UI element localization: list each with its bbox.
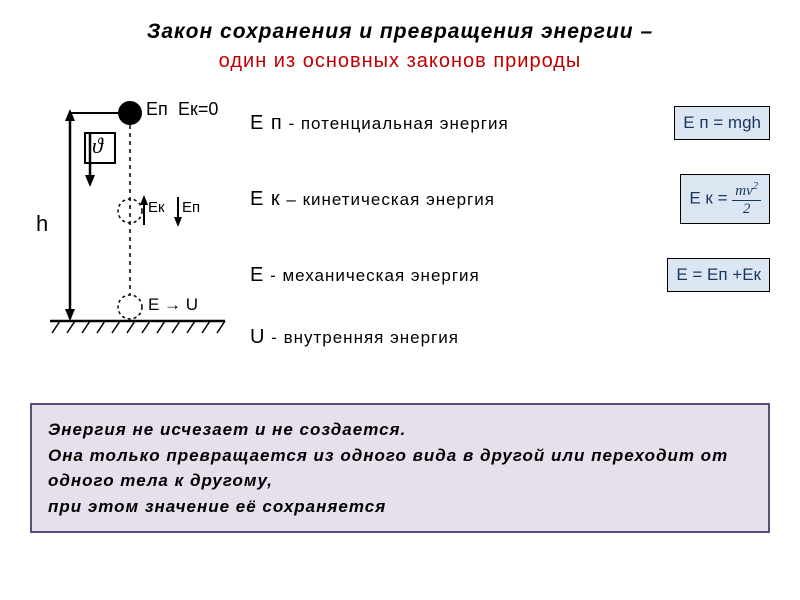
formula-mechanical: Е = Еп +Ек: [667, 258, 770, 292]
frac-num: mv: [735, 183, 753, 199]
def-dash: -: [283, 114, 301, 133]
def-text: U - внутренняя энергия: [250, 326, 770, 349]
formula-value: mgh: [728, 113, 761, 132]
frac-den: 2: [732, 201, 761, 218]
def-text: Е п - потенциальная энергия: [250, 112, 664, 135]
def-symbol: U: [250, 326, 265, 348]
top-ek-label: Ек=0: [178, 99, 218, 120]
def-label: кинетическая энергия: [303, 190, 495, 209]
title-dash: –: [634, 20, 654, 43]
def-symbol: Е к: [250, 188, 281, 210]
formula-prefix: Е п =: [683, 113, 728, 132]
definitions-list: Е п - потенциальная энергия Е п = mgh Е …: [250, 91, 770, 383]
fraction: mv22: [732, 181, 761, 217]
def-row-kinetic: Е к – кинетическая энергия Е к = mv22: [250, 174, 770, 224]
def-row-internal: U - внутренняя энергия: [250, 326, 770, 349]
mid-ep-label: Еп: [182, 199, 200, 216]
formula-prefix: Е к =: [689, 188, 732, 207]
law-line-2: Она только превращается из одного вида в…: [48, 443, 752, 494]
def-row-potential: Е п - потенциальная энергия Е п = mgh: [250, 106, 770, 140]
content-area: h Еп Ек=0 ϑ Ек Еп E → U Е п - потенциаль…: [30, 91, 770, 383]
formula-potential: Е п = mgh: [674, 106, 770, 140]
h-label: h: [36, 211, 48, 237]
law-line-3: при этом значение её сохраняется: [48, 494, 752, 520]
def-row-mechanical: Е - механическая энергия Е = Еп +Ек: [250, 258, 770, 292]
velocity-symbol: ϑ: [92, 133, 103, 159]
def-text: Е - механическая энергия: [250, 264, 657, 287]
energy-diagram: h Еп Ек=0 ϑ Ек Еп E → U: [30, 91, 230, 341]
title-text: Закон сохранения и превращения энергии: [147, 20, 634, 43]
bottom-eu-label: E → U: [148, 295, 198, 315]
law-line-1: Энергия не исчезает и не создается.: [48, 417, 752, 443]
page-subtitle: один из основных законов природы: [30, 50, 770, 73]
def-symbol: Е п: [250, 112, 283, 134]
top-ep-label: Еп: [146, 99, 168, 120]
def-dash: –: [281, 190, 303, 209]
def-label: механическая энергия: [282, 266, 479, 285]
page-title: Закон сохранения и превращения энергии –: [30, 20, 770, 44]
def-text: Е к – кинетическая энергия: [250, 188, 670, 211]
def-dash: -: [265, 328, 283, 347]
def-label: внутренняя энергия: [284, 328, 459, 347]
def-label: потенциальная энергия: [301, 114, 509, 133]
mid-ek-label: Ек: [148, 199, 165, 216]
def-dash: -: [264, 266, 282, 285]
def-symbol: Е: [250, 264, 264, 286]
diagram-svg: [30, 91, 230, 341]
frac-num-sup: 2: [753, 181, 758, 192]
formula-kinetic: Е к = mv22: [680, 174, 770, 224]
conservation-law-box: Энергия не исчезает и не создается. Она …: [30, 403, 770, 533]
